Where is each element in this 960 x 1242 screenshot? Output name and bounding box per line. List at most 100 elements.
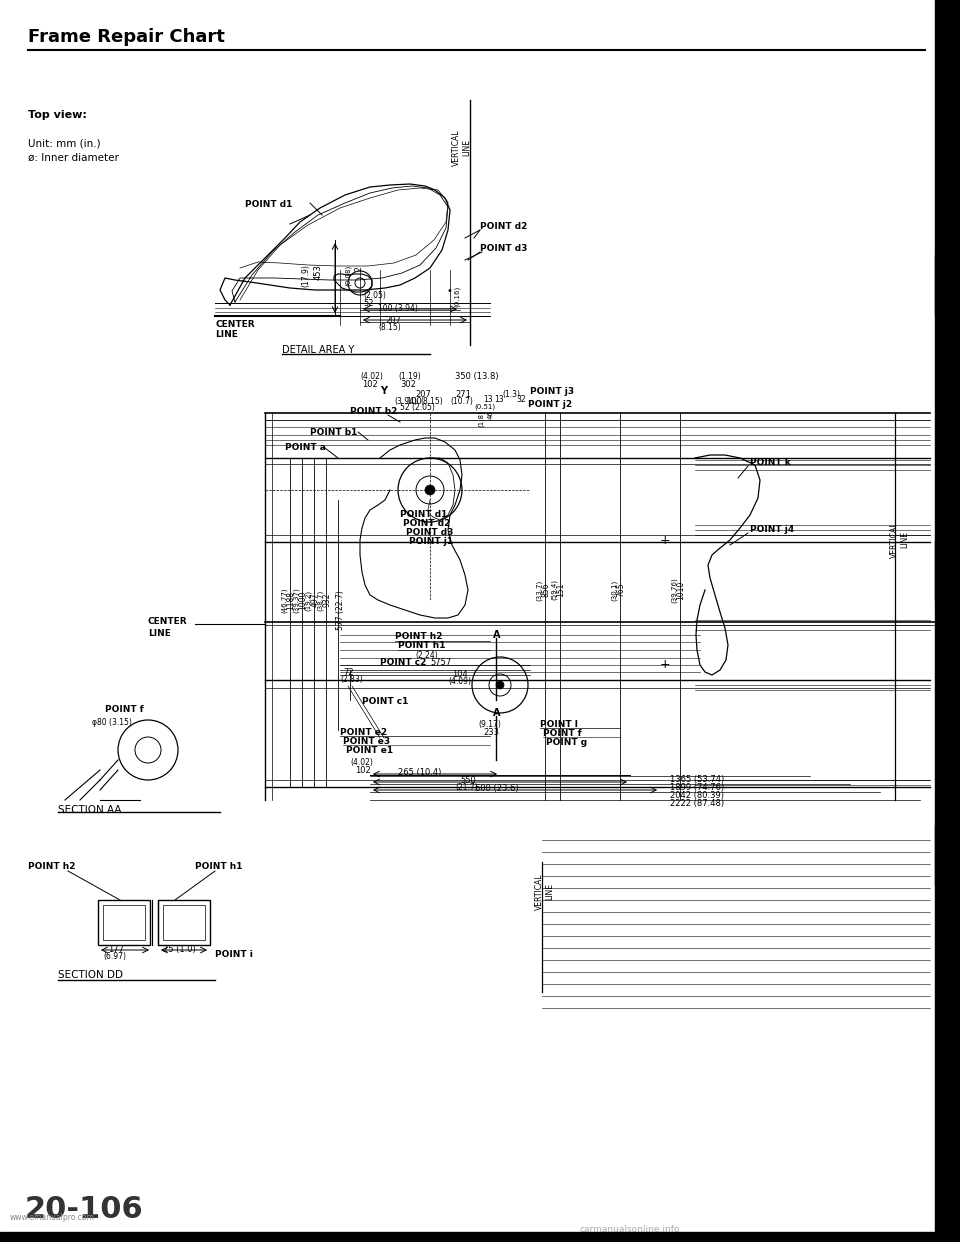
Text: (9.17): (9.17) <box>478 720 501 729</box>
Text: (17.9): (17.9) <box>301 265 310 287</box>
Bar <box>0 1232 960 1242</box>
Text: POINT h1: POINT h1 <box>195 862 243 871</box>
Text: 302: 302 <box>400 380 416 389</box>
Text: 1899 (74.76): 1899 (74.76) <box>670 782 724 792</box>
Text: POINT f: POINT f <box>105 705 144 714</box>
Text: •: • <box>447 286 453 296</box>
Text: 25 (1.0): 25 (1.0) <box>163 945 196 954</box>
Text: carmanualsonline.info: carmanualsonline.info <box>580 1225 681 1235</box>
Text: 2042 (80.39): 2042 (80.39) <box>670 791 724 800</box>
Text: (1.3): (1.3) <box>502 390 520 399</box>
Text: 207: 207 <box>385 315 401 325</box>
Text: POINT j2: POINT j2 <box>528 400 572 409</box>
Bar <box>163 905 205 940</box>
Text: +: + <box>660 534 670 546</box>
Text: 265 (10.4): 265 (10.4) <box>398 768 442 777</box>
Text: SECTION AA: SECTION AA <box>58 805 122 815</box>
Text: VERTICAL
LINE: VERTICAL LINE <box>890 522 910 558</box>
Text: (59.4): (59.4) <box>551 580 557 600</box>
Text: 1365 (53.74): 1365 (53.74) <box>670 775 724 784</box>
Circle shape <box>496 681 504 689</box>
Text: 100: 100 <box>406 397 421 406</box>
Text: (8.15): (8.15) <box>378 323 400 332</box>
Text: (0.51): (0.51) <box>474 402 495 410</box>
Text: 453: 453 <box>314 265 323 279</box>
Text: (0.08): (0.08) <box>345 265 351 286</box>
Text: POINT c2: POINT c2 <box>380 658 426 667</box>
Bar <box>935 0 960 1242</box>
Text: 2: 2 <box>355 266 364 271</box>
Text: POINT d3: POINT d3 <box>406 528 453 537</box>
Text: POINT d3: POINT d3 <box>480 243 527 253</box>
Text: 271: 271 <box>455 390 470 399</box>
Text: POINT f: POINT f <box>543 729 582 738</box>
Text: Frame Repair Chart: Frame Repair Chart <box>28 29 225 46</box>
Text: 856: 856 <box>541 582 550 597</box>
Text: 497: 497 <box>310 592 320 607</box>
Bar <box>98 900 150 945</box>
Text: DETAIL AREA Y: DETAIL AREA Y <box>282 345 354 355</box>
Text: 765: 765 <box>616 582 626 597</box>
Text: POINT a: POINT a <box>285 443 325 452</box>
Text: (2.83): (2.83) <box>340 674 363 684</box>
Text: 177: 177 <box>108 945 124 954</box>
Text: (21.7): (21.7) <box>455 782 478 792</box>
Text: 932: 932 <box>323 592 331 607</box>
Bar <box>935 825 960 886</box>
Text: (2.24): (2.24) <box>415 651 438 660</box>
Text: (10.7): (10.7) <box>450 397 473 406</box>
Text: 72: 72 <box>343 668 353 677</box>
Text: 550: 550 <box>460 776 476 785</box>
Text: POINT j3: POINT j3 <box>530 388 574 396</box>
Bar <box>103 905 145 940</box>
Text: www.emanualpro.com: www.emanualpro.com <box>10 1213 95 1222</box>
Text: 13: 13 <box>494 395 504 404</box>
Text: POINT c1: POINT c1 <box>362 697 408 705</box>
Text: (19.2): (19.2) <box>304 590 311 611</box>
Text: POINT e2: POINT e2 <box>340 728 387 737</box>
Text: Y: Y <box>380 386 387 396</box>
Text: ø: Inner diameter: ø: Inner diameter <box>28 153 119 163</box>
Bar <box>158 900 210 945</box>
Text: VERTICAL
LINE: VERTICAL LINE <box>452 129 471 166</box>
Text: 233: 233 <box>483 728 499 737</box>
Text: (0.16): (0.16) <box>454 286 461 307</box>
Text: (6.97): (6.97) <box>103 953 126 961</box>
Text: POINT b1: POINT b1 <box>310 428 357 437</box>
Text: POINT e1: POINT e1 <box>346 746 394 755</box>
Text: 46: 46 <box>488 410 494 419</box>
Text: 13: 13 <box>483 395 492 404</box>
Circle shape <box>425 484 435 496</box>
Text: (4.02): (4.02) <box>360 373 383 381</box>
Text: 1000: 1000 <box>299 590 307 610</box>
Bar <box>935 255 960 315</box>
Text: (46.77): (46.77) <box>280 587 287 612</box>
Text: POINT i: POINT i <box>215 950 252 959</box>
Text: Unit: mm (in.): Unit: mm (in.) <box>28 138 101 148</box>
Text: 104: 104 <box>452 669 468 679</box>
Text: 32: 32 <box>516 395 526 404</box>
Text: 1188: 1188 <box>286 590 296 610</box>
Text: (8.15): (8.15) <box>420 397 443 406</box>
Text: 52 (2.05): 52 (2.05) <box>400 402 435 412</box>
Text: POINT e3: POINT e3 <box>343 737 390 746</box>
Text: 207: 207 <box>415 390 431 399</box>
Text: 151: 151 <box>557 582 565 597</box>
Text: POINT h1: POINT h1 <box>398 641 445 650</box>
Text: POINT d2: POINT d2 <box>403 519 450 528</box>
Text: POINT k: POINT k <box>750 458 791 467</box>
Text: 52: 52 <box>363 299 373 308</box>
Bar <box>935 540 960 600</box>
Text: (1.8): (1.8) <box>478 410 485 427</box>
Text: POINT d1: POINT d1 <box>245 200 293 209</box>
Text: 5757: 5757 <box>430 658 451 667</box>
Text: (2.05): (2.05) <box>363 291 386 301</box>
Text: CENTER: CENTER <box>215 320 254 329</box>
Text: POINT b2: POINT b2 <box>350 407 397 416</box>
Text: LINE: LINE <box>215 330 238 339</box>
Text: (39.37): (39.37) <box>293 587 300 612</box>
Text: POINT d2: POINT d2 <box>480 222 527 231</box>
Text: POINT h2: POINT h2 <box>28 862 76 871</box>
Text: VERTICAL
LINE: VERTICAL LINE <box>536 874 555 910</box>
Text: (3.94): (3.94) <box>394 397 417 406</box>
